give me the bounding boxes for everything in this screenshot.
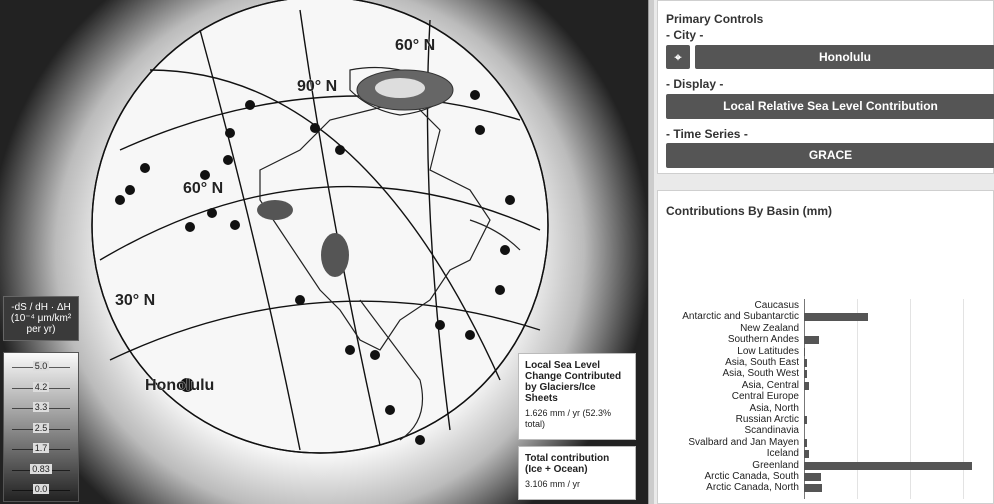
label-90n: 90° N <box>297 78 337 95</box>
tide-gauge-dots <box>115 90 515 445</box>
basin-label: Central Europe <box>731 391 799 403</box>
chart-gridline <box>963 299 964 499</box>
chart-gridline <box>910 299 911 499</box>
display-select[interactable]: Local Relative Sea Level Contribution <box>666 94 994 119</box>
scale-tick: 0.0 <box>4 484 78 496</box>
basin-bar <box>804 416 808 424</box>
controls-title: Primary Controls <box>666 12 764 26</box>
basin-label: Asia, South West <box>722 368 799 380</box>
city-label: Honolulu <box>145 377 214 394</box>
scale-tick: 5.0 <box>4 361 78 373</box>
scale-tick: 2.5 <box>4 422 78 435</box>
legend-line-2: (10⁻⁴ μm/km² <box>10 313 72 324</box>
basin-label: Russian Arctic <box>735 414 799 425</box>
basin-label: Iceland <box>766 448 799 460</box>
basin-label: Asia, North <box>749 402 799 414</box>
scale-tick: 1.7 <box>4 443 78 455</box>
basin-label: Svalbard and Jan Mayen <box>688 436 799 448</box>
scale-tick: 0.83 <box>4 463 78 476</box>
local-card-value: 1.626 mm / yr (52.3% total) <box>525 408 612 429</box>
side-panel: Primary Controls - City - ⌖ Honolulu - D… <box>654 0 994 504</box>
basin-bar <box>804 461 972 470</box>
crosshair-icon: ⌖ <box>674 50 682 64</box>
basin-bar <box>804 438 808 447</box>
display-label: - Display - <box>666 77 724 91</box>
legend-line-3: per yr) <box>26 324 56 335</box>
legend-line-1: -dS / dH · ΔH <box>11 302 71 313</box>
basin-label: Asia, South East <box>725 357 799 368</box>
chart-axis <box>804 299 805 499</box>
basin-label: New Zealand <box>740 322 799 334</box>
basin-label: Scandinavia <box>744 425 799 437</box>
honolulu-marker <box>180 378 194 392</box>
scale-tick: 4.2 <box>4 381 78 394</box>
basin-bar <box>804 347 805 356</box>
basin-label: Arctic Canada, South <box>704 471 800 482</box>
basin-label: Arctic Canada, North <box>706 482 799 494</box>
total-card-value: 3.106 mm / yr <box>525 479 581 489</box>
basin-bar <box>804 473 821 481</box>
panel-splitter[interactable] <box>648 0 654 504</box>
local-sea-level-card: Local Sea Level Change Contributed by Gl… <box>518 353 636 440</box>
local-card-heading: Local Sea Level Change Contributed by Gl… <box>525 360 622 404</box>
basin-bar <box>804 359 808 367</box>
locate-button[interactable]: ⌖ <box>666 45 690 69</box>
basin-label: Asia, Central <box>741 379 799 391</box>
basin-label: Greenland <box>752 459 799 471</box>
total-card-heading: Total contribution (Ice + Ocean) <box>525 453 610 475</box>
basin-label: Southern Andes <box>727 334 799 346</box>
basin-bar <box>804 484 823 493</box>
ice-sheets <box>257 69 454 277</box>
basin-bar <box>804 450 810 459</box>
basin-label: Low Latitudes <box>737 345 799 357</box>
color-scale: 5.0 4.2 3.3 2.5 1.7 0.83 0.0 <box>3 352 79 502</box>
basin-bar <box>804 313 868 322</box>
globe-map[interactable]: 60° N 90° N 60° N 30° N Honolulu <box>0 0 648 504</box>
label-30n: 30° N <box>115 292 155 309</box>
time-series-select[interactable]: GRACE <box>666 143 994 168</box>
label-60n-top: 60° N <box>395 37 435 54</box>
color-legend-title: -dS / dH · ΔH (10⁻⁴ μm/km² per yr) <box>3 296 79 341</box>
total-contribution-card: Total contribution (Ice + Ocean) 3.106 m… <box>518 446 636 500</box>
basin-label: Antarctic and Subantarctic <box>682 311 799 323</box>
basin-bar <box>804 370 808 379</box>
globe-viewport[interactable]: 60° N 90° N 60° N 30° N Honolulu -dS / d… <box>0 0 648 504</box>
scale-tick: 3.3 <box>4 402 78 414</box>
basin-bar <box>804 381 810 390</box>
time-series-label: - Time Series - <box>666 127 748 141</box>
city-label: - City - <box>666 28 704 42</box>
label-60n-left: 60° N <box>183 180 223 197</box>
basin-bar <box>804 336 820 345</box>
chart-gridline <box>857 299 858 499</box>
city-select[interactable]: Honolulu <box>695 45 994 69</box>
primary-controls-card: Primary Controls - City - ⌖ Honolulu - D… <box>657 0 994 174</box>
basin-label: Caucasus <box>754 300 799 311</box>
contributions-title: Contributions By Basin (mm) <box>666 204 833 218</box>
contributions-card: Contributions By Basin (mm) Caucasus Anta… <box>657 190 994 504</box>
